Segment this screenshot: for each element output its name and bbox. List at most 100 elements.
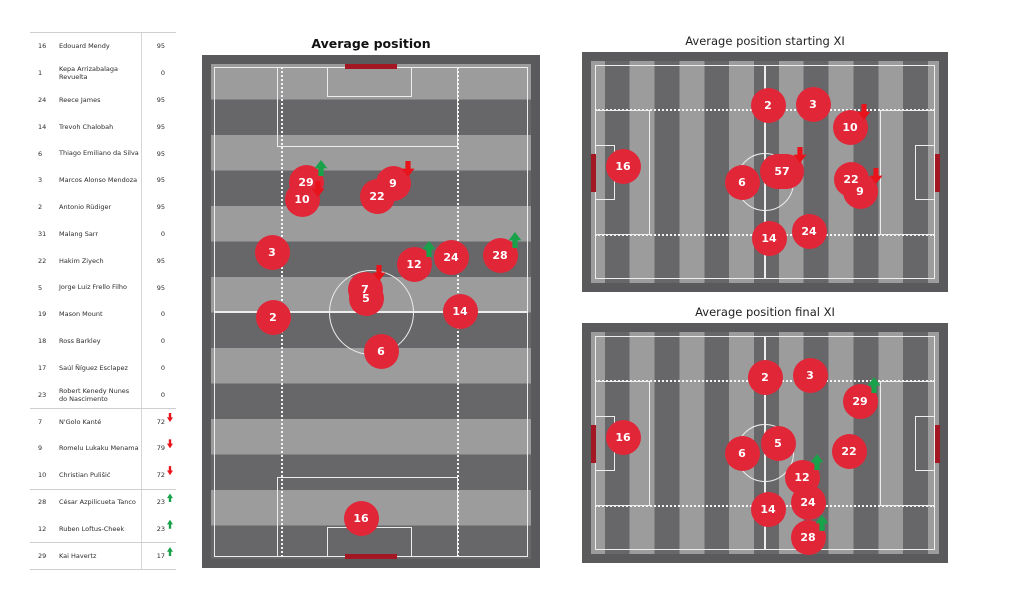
- goal-right: [934, 425, 940, 463]
- player-minutes: 0: [141, 327, 176, 355]
- player-number: 12: [38, 524, 47, 533]
- player-marker-label: 22: [843, 172, 859, 186]
- sub-on-arrow-icon: [167, 519, 173, 529]
- goal-left: [590, 154, 596, 192]
- player-marker-6: [724, 435, 760, 471]
- player-marker-24: [433, 239, 469, 275]
- player-name: Thiago Emiliano da Silva: [59, 149, 139, 158]
- sub-off-arrow-icon: [167, 413, 173, 423]
- player-marker-2: [750, 87, 786, 123]
- player-marker-5: [348, 280, 384, 316]
- roster-row: 6 Thiago Emiliano da Silva 95: [30, 140, 176, 167]
- player-marker-label: 2: [269, 310, 277, 324]
- player-number: 6: [38, 149, 43, 158]
- player-number: 18: [38, 337, 47, 346]
- player-marker-12: [396, 246, 432, 282]
- player-marker-14: [442, 293, 478, 329]
- player-marker-label: 28: [800, 530, 816, 544]
- player-minutes: 95: [141, 247, 176, 275]
- player-marker-14: [751, 220, 787, 256]
- roster-row: 10 Christian Pulišić 72: [30, 461, 176, 489]
- player-marker-28: [482, 237, 518, 273]
- player-minutes: 23: [141, 489, 176, 516]
- player-marker-6: [363, 333, 399, 369]
- player-marker-label: 9: [389, 176, 397, 190]
- player-marker-10: [284, 181, 320, 217]
- player-marker-3: [254, 234, 290, 270]
- player-number: 19: [38, 310, 47, 319]
- player-marker-label: 3: [268, 245, 276, 259]
- player-marker-label: 10: [294, 192, 310, 206]
- player-marker-label: 2: [761, 370, 769, 384]
- player-number: 7: [38, 418, 43, 427]
- player-name: Marcos Alonso Mendoza: [59, 176, 138, 185]
- roster-row: 31 Malang Sarr 0: [30, 220, 176, 248]
- player-marker-16: [605, 148, 641, 184]
- player-name: Mason Mount: [59, 310, 103, 319]
- player-marker-22: [359, 178, 395, 214]
- player-name: Ruben Loftus-Cheek: [59, 524, 125, 533]
- sub-on-arrow-icon: [167, 547, 173, 557]
- player-marker-2: [255, 299, 291, 335]
- player-name: Christian Pulišić: [59, 471, 111, 480]
- player-marker-label: 29: [852, 394, 868, 408]
- player-marker-label: 28: [492, 248, 508, 262]
- player-number: 1: [38, 69, 43, 78]
- player-marker-label: 9: [856, 184, 864, 198]
- player-minutes: 23: [141, 515, 176, 543]
- roster-row: 29 Kai Havertz 17: [30, 542, 176, 569]
- roster-row: 3 Marcos Alonso Mendoza 95: [30, 166, 176, 194]
- player-minutes: 0: [141, 381, 176, 409]
- goal-bottom: [345, 553, 397, 559]
- player-number: 16: [38, 42, 47, 51]
- player-marker-label: 22: [369, 189, 385, 203]
- roster-row: 1 Kepa Arrizabalaga Revuelta 0: [30, 59, 176, 87]
- player-minutes: 95: [141, 166, 176, 194]
- player-number: 17: [38, 363, 47, 372]
- player-marker-label: 6: [377, 344, 385, 358]
- starting-xi-title: Average position starting XI: [685, 34, 845, 48]
- player-minutes: 0: [141, 220, 176, 248]
- player-marker-57: [760, 153, 804, 189]
- player-marker-label: 5: [774, 436, 782, 450]
- player-marker-5: [760, 425, 796, 461]
- player-minutes: 95: [141, 33, 176, 60]
- player-number: 28: [38, 498, 47, 507]
- player-marker-label: 16: [353, 511, 369, 525]
- sub-off-arrow-icon: [167, 466, 173, 476]
- player-number: 31: [38, 229, 47, 238]
- player-number: 10: [38, 471, 47, 480]
- roster-row: 9 Romelu Lukaku Menama 79: [30, 434, 176, 462]
- player-name: César Azpilicueta Tanco: [59, 498, 136, 507]
- player-marker-label: 6: [738, 446, 746, 460]
- player-name: Antonio Rüdiger: [59, 203, 112, 212]
- player-minutes: 0: [141, 300, 176, 328]
- player-marker-24: [790, 484, 826, 520]
- player-marker-2: [747, 359, 783, 395]
- player-minutes: 17: [141, 543, 176, 569]
- sub-off-arrow-icon: [167, 439, 173, 449]
- player-marker-16: [605, 419, 641, 455]
- player-minutes: 95: [141, 86, 176, 114]
- player-name: Ross Barkley: [59, 337, 101, 346]
- player-name: Jorge Luiz Frello Filho: [59, 283, 127, 292]
- player-marker-3: [792, 357, 828, 393]
- player-number: 22: [38, 256, 47, 265]
- player-marker-label: 24: [801, 224, 817, 238]
- player-marker-label: 3: [809, 97, 817, 111]
- player-marker-label: 3: [806, 368, 814, 382]
- roster-row: 12 Ruben Loftus-Cheek 23: [30, 515, 176, 543]
- player-marker-24: [791, 213, 827, 249]
- player-marker-label: 2: [764, 98, 772, 112]
- player-name: Malang Sarr: [59, 229, 99, 238]
- player-marker-3: [795, 86, 831, 122]
- player-marker-14: [750, 491, 786, 527]
- player-minutes: 0: [141, 354, 176, 382]
- final-xi-title: Average position final XI: [695, 305, 835, 319]
- goal-right: [934, 154, 940, 192]
- player-marker-label: 14: [760, 502, 776, 516]
- player-minutes: 0: [141, 59, 176, 87]
- roster-row: 14 Trevoh Chalobah 95: [30, 113, 176, 141]
